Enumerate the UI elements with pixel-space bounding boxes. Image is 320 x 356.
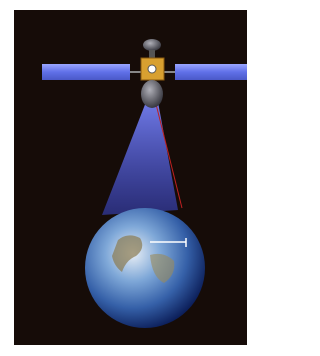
antenna-mount — [149, 50, 155, 58]
solar-panel-right — [175, 64, 255, 80]
satellite-module — [141, 80, 163, 108]
solar-panel-left — [42, 64, 130, 80]
earth — [85, 208, 205, 328]
page — [0, 0, 261, 356]
antenna — [143, 39, 161, 51]
satellite-hub — [148, 65, 156, 73]
satellite-image — [0, 0, 261, 356]
